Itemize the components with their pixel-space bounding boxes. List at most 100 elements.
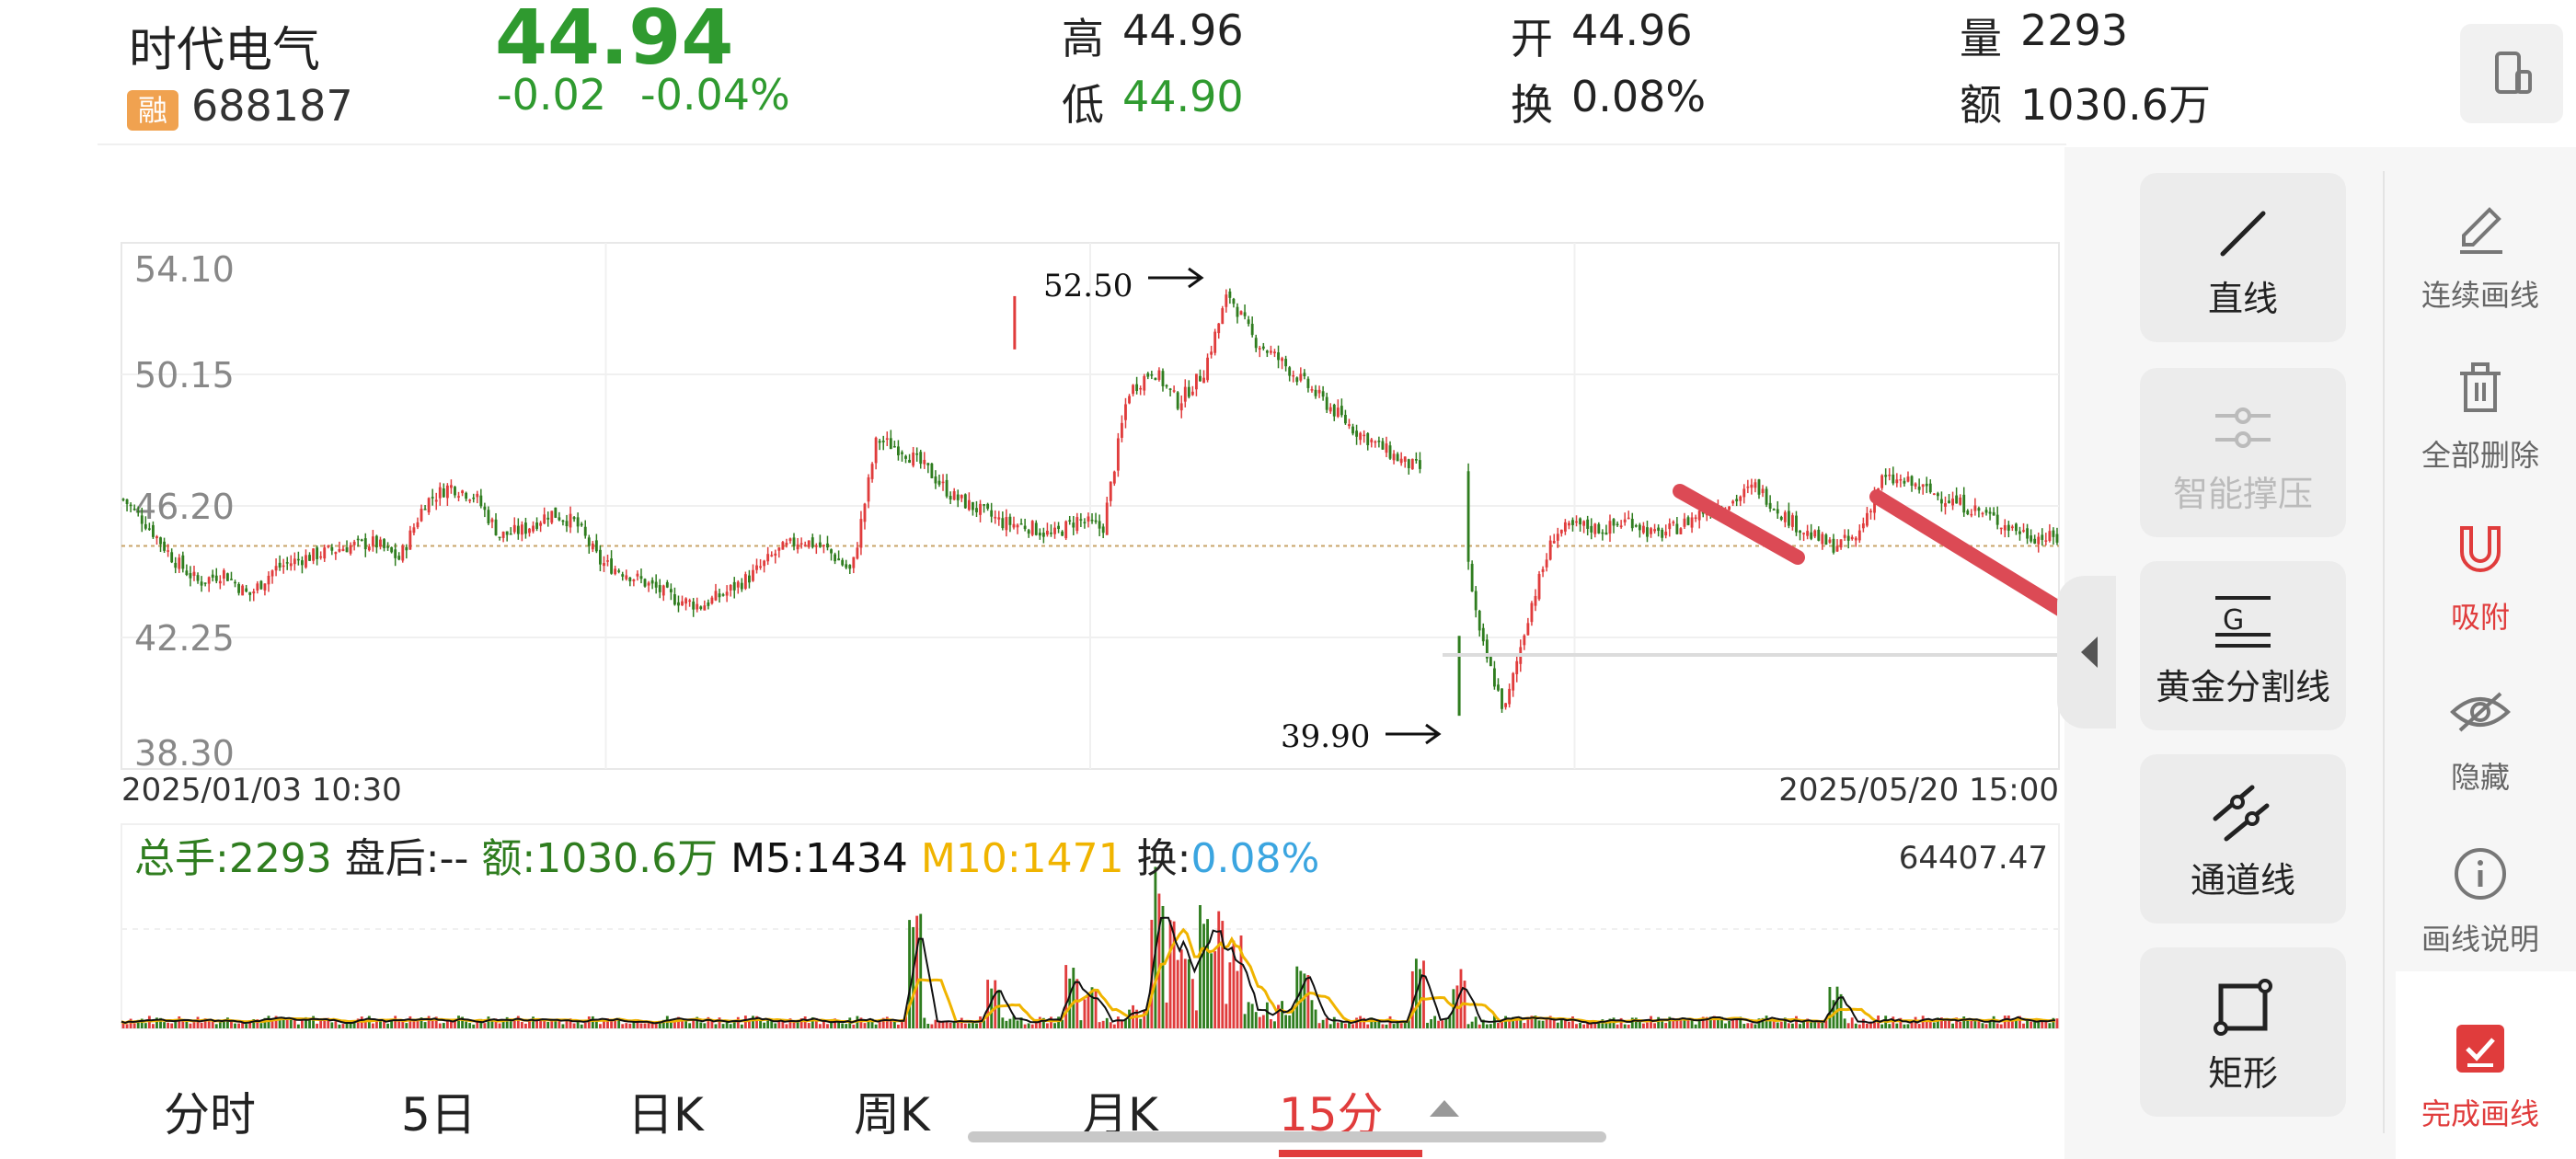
- candle-body: [692, 601, 696, 610]
- candle-body: [763, 560, 766, 567]
- candle-body: [714, 591, 718, 601]
- delete-all-button[interactable]: 全部删除: [2396, 344, 2565, 482]
- candle-body: [1370, 439, 1374, 442]
- volume-bar: [1079, 1020, 1083, 1028]
- candle-body: [908, 459, 911, 464]
- high-value: 44.96: [1122, 6, 1244, 55]
- hide-button[interactable]: 隐藏: [2396, 666, 2565, 804]
- drawn-trend-line: [1869, 489, 2079, 624]
- tabs-scrollbar[interactable]: [968, 1131, 1606, 1142]
- volume-bar: [2033, 1021, 2037, 1028]
- candle-body: [1917, 487, 1921, 490]
- candle-body: [625, 575, 628, 580]
- finish-drawing-button[interactable]: 完成画线: [2396, 1003, 2565, 1141]
- drawing-help-button[interactable]: 画线说明: [2396, 828, 2565, 966]
- candle-body: [1866, 512, 1869, 526]
- tab-5day[interactable]: 5日: [401, 1088, 477, 1142]
- volume-bar: [889, 1020, 892, 1028]
- candle-body: [1728, 506, 1731, 511]
- candle-body: [696, 603, 699, 610]
- candle-body: [826, 543, 829, 548]
- volume-bar: [245, 1024, 248, 1028]
- candle-body: [226, 573, 229, 581]
- candle-body: [856, 547, 859, 559]
- candle-body: [743, 574, 747, 589]
- candle-body: [1270, 350, 1272, 353]
- open-value: 44.96: [1571, 6, 1693, 55]
- volume-bar: [752, 1016, 754, 1028]
- volume-bar: [293, 1020, 296, 1028]
- candle-body: [1225, 294, 1228, 307]
- volume-bar: [1385, 1024, 1388, 1028]
- candle-body: [1526, 623, 1530, 636]
- candle-body: [1590, 525, 1593, 533]
- volume-bar: [1250, 1004, 1254, 1028]
- candle-body: [468, 499, 472, 501]
- volume-bar: [912, 926, 915, 1028]
- volume-bar: [1247, 1002, 1250, 1028]
- volume-bar: [1008, 1018, 1012, 1028]
- golden-section-icon: G: [2215, 596, 2271, 648]
- rectangle-icon: [2214, 979, 2272, 1036]
- candle-body: [1921, 484, 1925, 488]
- volume-bar: [163, 1022, 166, 1028]
- volume-bar: [2030, 1021, 2033, 1028]
- volume-bar: [1530, 1016, 1534, 1028]
- candle-body: [1638, 524, 1641, 531]
- volume-bar: [178, 1016, 181, 1028]
- candle-body: [803, 545, 807, 546]
- tool-label: 智能撑压: [2172, 474, 2313, 514]
- volume-bar: [465, 1021, 468, 1028]
- tool-straight-line[interactable]: 直线: [2140, 173, 2346, 342]
- candle-body: [2015, 523, 2018, 532]
- volume-bar: [305, 1016, 307, 1028]
- side-label: 全部删除: [2421, 438, 2539, 473]
- y-tick-label: 38.30: [134, 733, 235, 774]
- candle-body: [200, 581, 203, 586]
- tab-intraday[interactable]: 分时: [164, 1088, 256, 1142]
- candle-body: [707, 602, 710, 606]
- tool-label: 黄金分割线: [2155, 667, 2330, 707]
- candle-body: [476, 493, 479, 498]
- volume-bar: [569, 1018, 572, 1028]
- candle-body: [1154, 377, 1157, 381]
- volume-bar: [647, 1022, 650, 1028]
- volume-bar: [487, 1016, 490, 1028]
- snap-button[interactable]: 吸附: [2396, 506, 2565, 644]
- candle-body: [1948, 500, 1950, 504]
- volume-bar: [1359, 1016, 1363, 1028]
- candle-body: [1075, 517, 1079, 532]
- volume-bar: [1899, 1017, 1903, 1028]
- turnover-label: 换: [1511, 80, 1553, 130]
- volume-bar: [669, 1020, 673, 1028]
- tab-weekly-k[interactable]: 周K: [854, 1088, 930, 1142]
- candle-body: [1292, 374, 1295, 377]
- tool-rectangle[interactable]: 矩形: [2140, 947, 2346, 1117]
- volume-bar: [1694, 1024, 1697, 1028]
- candle-body: [1612, 519, 1616, 526]
- volume-bar: [1806, 1018, 1810, 1028]
- volume-bar: [599, 1024, 602, 1028]
- candle-body: [591, 543, 594, 550]
- candle-body: [639, 576, 643, 580]
- caret-up-icon[interactable]: [1430, 1100, 1459, 1117]
- volume-bar: [1705, 1016, 1708, 1028]
- volume-bar: [2007, 1016, 2010, 1028]
- tool-channel-line[interactable]: 通道线: [2140, 754, 2346, 924]
- candle-body: [2022, 530, 2025, 532]
- volume-bar: [729, 1024, 732, 1028]
- candle-body: [565, 521, 569, 527]
- candle-body: [1001, 518, 1005, 529]
- volume-bar: [811, 1016, 814, 1028]
- candle-body: [323, 547, 327, 559]
- candle-body: [766, 554, 770, 562]
- candle-body: [237, 583, 240, 593]
- tab-daily-k[interactable]: 日K: [627, 1088, 704, 1142]
- rotate-screen-button[interactable]: [2460, 24, 2563, 123]
- continuous-draw-button[interactable]: 连续画线: [2396, 184, 2565, 322]
- tool-golden-section[interactable]: G 黄金分割线: [2140, 561, 2346, 730]
- candle-body: [1303, 373, 1306, 377]
- candle-body: [1850, 536, 1854, 540]
- volume-bar: [1433, 1016, 1437, 1028]
